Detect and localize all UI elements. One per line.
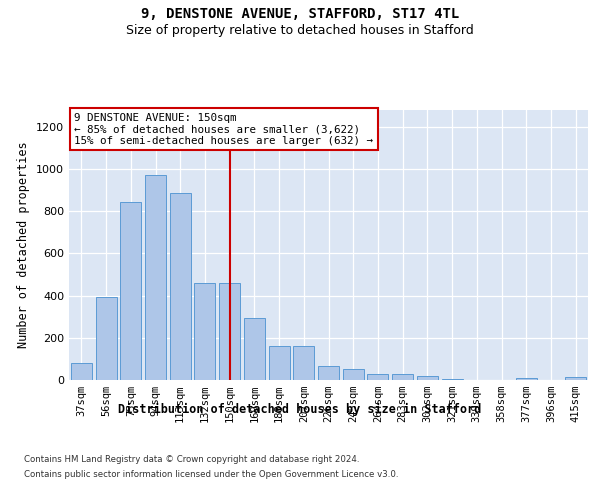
Bar <box>170 194 191 380</box>
Bar <box>71 363 92 380</box>
Text: Contains public sector information licensed under the Open Government Licence v3: Contains public sector information licen… <box>24 470 398 479</box>
Text: Contains HM Land Registry data © Crown copyright and database right 2024.: Contains HM Land Registry data © Crown c… <box>24 455 359 464</box>
Y-axis label: Number of detached properties: Number of detached properties <box>17 142 31 348</box>
Bar <box>392 374 413 380</box>
Bar <box>516 378 537 380</box>
Bar <box>442 379 463 380</box>
Bar <box>244 318 265 380</box>
Bar <box>95 296 116 380</box>
Bar <box>565 378 586 380</box>
Bar <box>293 346 314 380</box>
Text: 9 DENSTONE AVENUE: 150sqm
← 85% of detached houses are smaller (3,622)
15% of se: 9 DENSTONE AVENUE: 150sqm ← 85% of detac… <box>74 112 373 146</box>
Bar <box>417 376 438 380</box>
Bar <box>120 202 141 380</box>
Bar <box>145 176 166 380</box>
Bar <box>219 283 240 380</box>
Text: 9, DENSTONE AVENUE, STAFFORD, ST17 4TL: 9, DENSTONE AVENUE, STAFFORD, ST17 4TL <box>141 8 459 22</box>
Bar <box>367 374 388 380</box>
Bar <box>194 283 215 380</box>
Bar <box>269 346 290 380</box>
Text: Distribution of detached houses by size in Stafford: Distribution of detached houses by size … <box>118 402 482 415</box>
Bar <box>343 370 364 380</box>
Bar <box>318 366 339 380</box>
Text: Size of property relative to detached houses in Stafford: Size of property relative to detached ho… <box>126 24 474 37</box>
